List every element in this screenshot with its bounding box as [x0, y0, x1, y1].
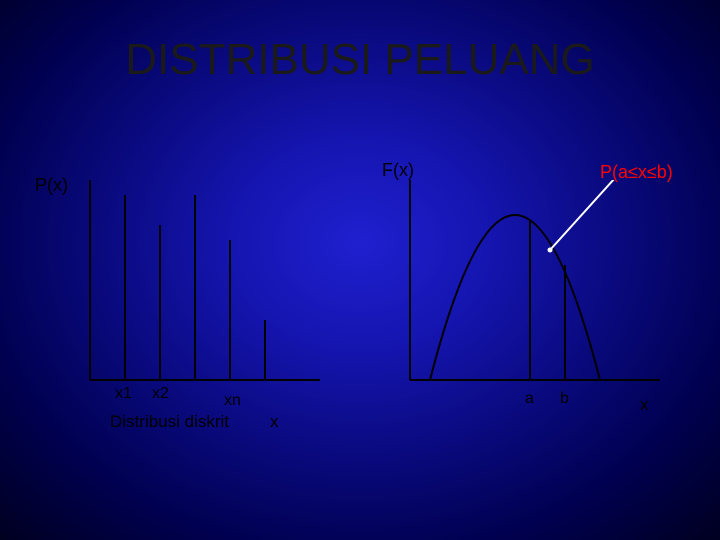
- discrete-x-label: x: [270, 412, 279, 432]
- continuous-chart-svg: [400, 180, 710, 390]
- discrete-tick-x2: x2: [152, 385, 169, 403]
- continuous-x-label: x: [640, 395, 649, 415]
- discrete-tick-x1: x1: [115, 385, 132, 403]
- discrete-caption: Distribusi diskrit: [110, 412, 229, 432]
- continuous-chart: F(x) P(a≤x≤b) a b x: [400, 180, 710, 440]
- prob-label: P(a≤x≤b): [600, 162, 673, 183]
- discrete-tick-xn: xn: [224, 392, 241, 410]
- discrete-chart-svg: [80, 180, 370, 390]
- continuous-tick-a: a: [525, 390, 534, 408]
- discrete-chart: P(x) x1 x2 xn Distribusi diskrit x: [80, 180, 370, 440]
- continuous-y-label: F(x): [382, 160, 414, 181]
- slide-title: DISTRIBUSI PELUANG: [125, 35, 594, 85]
- discrete-y-label: P(x): [35, 175, 68, 196]
- continuous-tick-b: b: [560, 390, 569, 408]
